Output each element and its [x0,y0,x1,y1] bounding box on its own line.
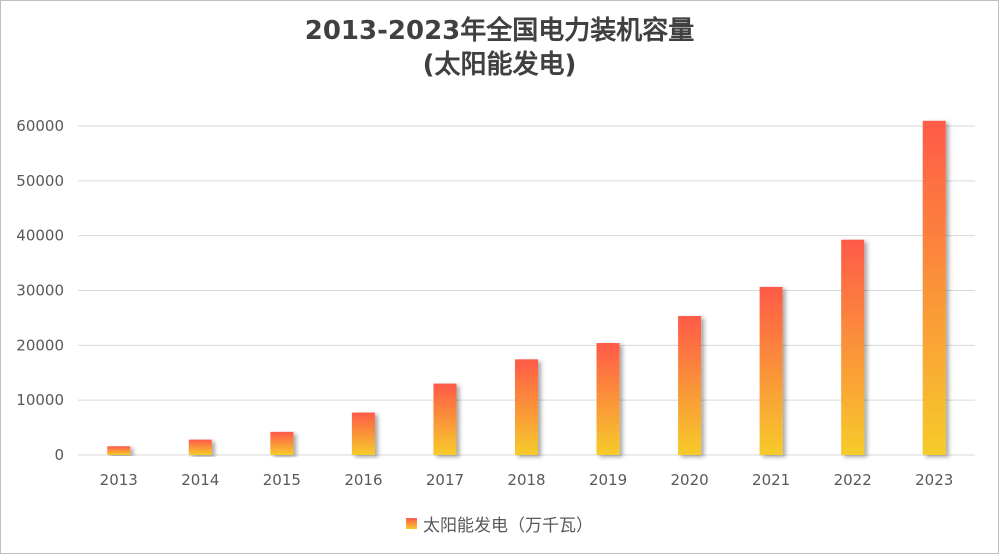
bar-2015 [270,431,294,455]
bar-2022 [841,239,865,455]
x-tick-label: 2022 [834,471,872,489]
x-tick-label: 2014 [181,471,219,489]
bar-2017 [433,383,457,455]
y-tick-label: 30000 [16,282,64,300]
bar-2023 [922,120,946,455]
y-tick-label: 0 [54,446,64,464]
x-tick-label: 2018 [507,471,545,489]
chart-title-line-2: (太阳能发电) [422,50,577,80]
legend-label-solar: 太阳能发电（万千瓦） [423,516,593,536]
y-tick-label: 20000 [16,336,64,354]
x-tick-label: 2015 [263,471,301,489]
chart-title: 2013-2023年全国电力装机容量 (太阳能发电) [0,14,999,82]
legend-swatch [406,518,417,529]
y-axis-ticks: 0 10000 20000 30000 40000 50000 60000 [16,117,64,464]
bar-2021 [759,286,783,455]
bar-2014 [188,439,212,455]
legend: 太阳能发电（万千瓦） [0,511,999,536]
chart-title-line-1: 2013-2023年全国电力装机容量 [304,16,695,46]
x-tick-label: 2017 [426,471,464,489]
x-tick-label: 2013 [100,471,138,489]
x-tick-label: 2021 [752,471,790,489]
bar-2020 [678,316,702,455]
bars [107,120,946,455]
y-tick-label: 40000 [16,227,64,245]
x-axis-ticks: 2013 2014 2015 2016 2017 2018 2019 2020 2021 2022… [100,471,954,489]
y-tick-label: 10000 [16,391,64,409]
bar-2013 [107,446,131,455]
x-tick-label: 2019 [589,471,627,489]
bar-2016 [351,412,375,455]
y-tick-label: 50000 [16,172,64,190]
bar-2018 [515,359,538,455]
x-tick-label: 2016 [344,471,382,489]
x-tick-label: 2020 [670,471,708,489]
y-tick-label: 60000 [16,117,64,135]
gridlines [78,125,975,456]
x-tick-label: 2023 [915,471,953,489]
bar-2019 [596,343,620,455]
